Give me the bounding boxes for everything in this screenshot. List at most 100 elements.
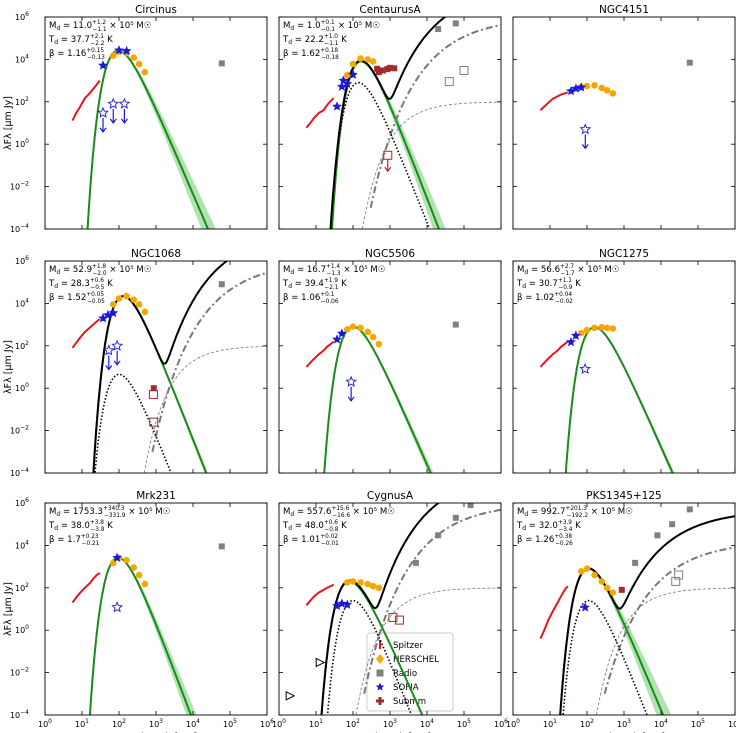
herschel-point xyxy=(591,82,598,89)
spitzer-spectrum xyxy=(305,340,335,368)
sofia-point xyxy=(348,69,358,79)
sofia-point xyxy=(103,309,113,320)
thin-component-line xyxy=(596,587,735,715)
sofia-point xyxy=(580,602,591,612)
param-annotation: Md = 992.7+201.3 −192.2 × 10⁵ M☉ xyxy=(517,506,633,519)
submm-open-point xyxy=(394,615,404,625)
sofia-upper-limit xyxy=(107,97,120,109)
radio-point xyxy=(632,559,639,566)
greybody-uncertainty-band xyxy=(332,61,446,229)
greybody-fit-line xyxy=(88,556,193,715)
x-tick-label: 104 xyxy=(420,718,434,729)
herschel-point xyxy=(609,589,617,596)
x-tick-label: 106 xyxy=(260,718,274,729)
sofia-point xyxy=(112,552,122,562)
herschel-point xyxy=(343,326,351,333)
x-tick-label: 104 xyxy=(186,718,200,729)
herschel-point xyxy=(591,571,598,579)
legend-label: SOFIA xyxy=(393,683,419,693)
x-tick-label: 100 xyxy=(272,718,286,729)
panel-title: CentaurusA xyxy=(359,4,421,16)
sofia-point xyxy=(576,82,587,92)
herschel-point xyxy=(364,580,372,588)
sofia-upper-limit xyxy=(118,97,131,109)
herschel-point xyxy=(135,60,143,68)
panel-ngc4151: NGC4151 xyxy=(512,4,736,230)
sofia-point xyxy=(337,81,347,91)
param-annotation: β = 1.01+0.02 −0.01 xyxy=(283,534,339,547)
panel-ngc5506: NGC5506 Md = 16.7+1.4 −1.3 × 10⁵ M☉Td = 39… xyxy=(278,248,502,474)
radio-point xyxy=(435,26,442,33)
param-annotation: β = 1.16+0.15 −0.13 xyxy=(49,48,105,61)
submm-open-point xyxy=(149,417,159,427)
sofia-point xyxy=(337,598,347,608)
herschel-point xyxy=(375,340,383,348)
greybody-uncertainty-band xyxy=(87,50,216,229)
arrow-head-icon xyxy=(113,360,121,366)
y-tick-label: 102 xyxy=(15,96,29,107)
y-tick-label: 102 xyxy=(15,340,29,351)
submm-point xyxy=(374,65,381,72)
herschel-point xyxy=(109,301,117,308)
radio-open-point xyxy=(671,576,681,586)
panel-title: NGC1068 xyxy=(131,248,181,260)
y-tick-label: 106 xyxy=(15,11,29,22)
panel-ngc1068: NGC1068 10−4 10−2 100 102 104 106 Md = 52.9+1.8… xyxy=(3,248,268,478)
y-tick-label: 106 xyxy=(15,255,29,266)
param-annotation: Td = 28.3+0.6 −0.5 K xyxy=(48,278,113,291)
axes-frame xyxy=(512,16,736,230)
hot-dust-component-line xyxy=(562,599,648,715)
spitzer-spectrum xyxy=(539,340,569,368)
param-annotation: Td = 38.0+3.8 −3.8 K xyxy=(48,520,113,533)
herschel-point xyxy=(349,60,357,68)
radio-point xyxy=(686,59,693,66)
y-tick-label: 100 xyxy=(15,138,29,149)
herschel-point xyxy=(135,301,143,308)
panel-title: NGC5506 xyxy=(365,248,415,260)
radio-open-point xyxy=(674,570,684,580)
spitzer-spectrum xyxy=(539,91,569,111)
radio-point xyxy=(654,532,661,539)
param-annotation: Td = 48.0+0.6 −0.8 K xyxy=(282,520,347,533)
submm-point xyxy=(375,69,382,76)
herschel-point xyxy=(109,52,117,59)
x-tick-label: 102 xyxy=(112,718,126,729)
synchrotron-component-line xyxy=(369,24,501,209)
herschel-point xyxy=(369,58,377,65)
y-tick-label: 106 xyxy=(15,497,29,508)
param-annotation: β = 1.52+0.05 −0.05 xyxy=(49,292,105,305)
sofia-upper-limit xyxy=(97,106,109,118)
legend: Spitzer HERSCHEL Radio SOFIA Submm xyxy=(366,632,454,712)
spitzer-spectrum xyxy=(305,583,335,606)
submm-open-point xyxy=(388,612,398,622)
x-tick-label: 102 xyxy=(346,718,360,729)
x-tick-label: 102 xyxy=(580,718,594,729)
panel-title: Mrk231 xyxy=(136,490,176,502)
y-tick-label: 10−4 xyxy=(10,709,29,720)
submm-upper-limit xyxy=(383,150,393,160)
herschel-point xyxy=(603,584,611,592)
herschel-point xyxy=(357,579,364,586)
submm-point xyxy=(618,586,625,593)
param-annotation: Td = 30.7+1.1 −0.9 K xyxy=(516,278,581,291)
param-annotation: Md = 11.0+1.2 −1.1 × 10⁵ M☉ xyxy=(49,20,152,33)
sofia-point xyxy=(121,45,132,56)
panel-title: PKS1345+125 xyxy=(586,490,661,502)
total-model-line xyxy=(559,515,735,715)
radio-point xyxy=(435,532,442,539)
submm-open-point xyxy=(148,390,158,400)
thin-component-line xyxy=(355,587,501,715)
y-tick-label: 102 xyxy=(15,582,29,593)
arrow-head-icon xyxy=(384,166,392,173)
herschel-point xyxy=(343,71,351,79)
param-annotation: Td = 32.0+3.9 −3.4 K xyxy=(516,520,581,533)
spitzer-spectrum xyxy=(539,585,569,640)
synchrotron-component-line xyxy=(151,271,267,453)
legend-label: Submm xyxy=(393,697,426,707)
panel-title: CygnusA xyxy=(367,490,414,502)
x-tick-label: 100 xyxy=(506,718,520,729)
sofia-point xyxy=(332,101,342,111)
panel-ngc1275: NGC1275 Md = 56.6+2.7 −1.7 × 10⁵ M☉Td = 30… xyxy=(512,248,736,474)
y-tick-label: 104 xyxy=(15,539,29,550)
y-tick-label: 104 xyxy=(15,53,29,64)
